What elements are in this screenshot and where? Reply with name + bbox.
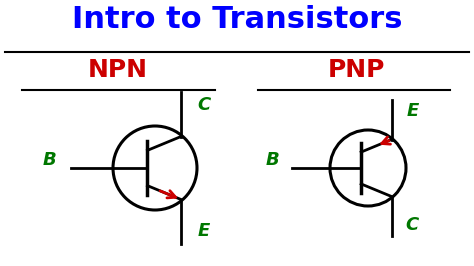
Text: B: B [43, 151, 57, 169]
Text: NPN: NPN [88, 58, 148, 82]
Text: E: E [198, 222, 210, 240]
Text: PNP: PNP [328, 58, 385, 82]
Text: C: C [198, 96, 211, 114]
Text: E: E [406, 102, 419, 120]
Text: Intro to Transistors: Intro to Transistors [72, 5, 402, 34]
Text: C: C [406, 216, 419, 234]
Text: B: B [266, 151, 280, 169]
